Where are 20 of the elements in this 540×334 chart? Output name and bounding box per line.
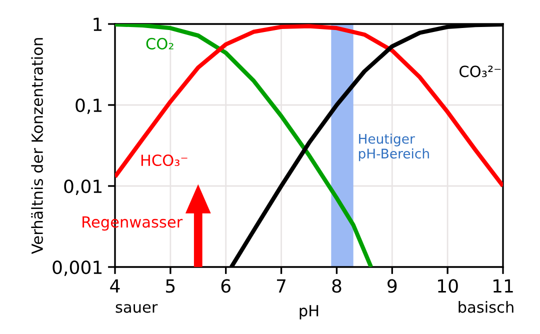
series-label: CO₂: [146, 38, 174, 50]
x-tick-label: 8: [332, 279, 342, 293]
text: sauer: [116, 304, 158, 313]
y-tick-label: 0,1: [76, 98, 102, 114]
x-tick-label: 4: [110, 279, 120, 293]
text: CO₃²⁻: [460, 66, 501, 78]
x-tick-label: 10: [438, 279, 458, 293]
x-tick-label: 7: [277, 279, 286, 293]
x-tick-label: 6: [221, 279, 230, 293]
y-axis-title: Verhältnis der Konzentration: [31, 38, 43, 254]
x-tick-label: 9: [388, 279, 397, 293]
x-axis-title: pH: [300, 305, 318, 320]
series-label: HCO₃⁻: [141, 154, 188, 166]
y-tick-label: 0,001: [52, 260, 102, 276]
y-tick-label: 0,01: [64, 179, 102, 195]
x-tick-label: 5: [166, 279, 175, 293]
y-tick-label: 1: [94, 18, 102, 31]
text: basisch: [458, 301, 514, 313]
band-label: Heutiger pH-Bereich: [358, 134, 429, 162]
x-tick-label: 11: [493, 279, 513, 293]
